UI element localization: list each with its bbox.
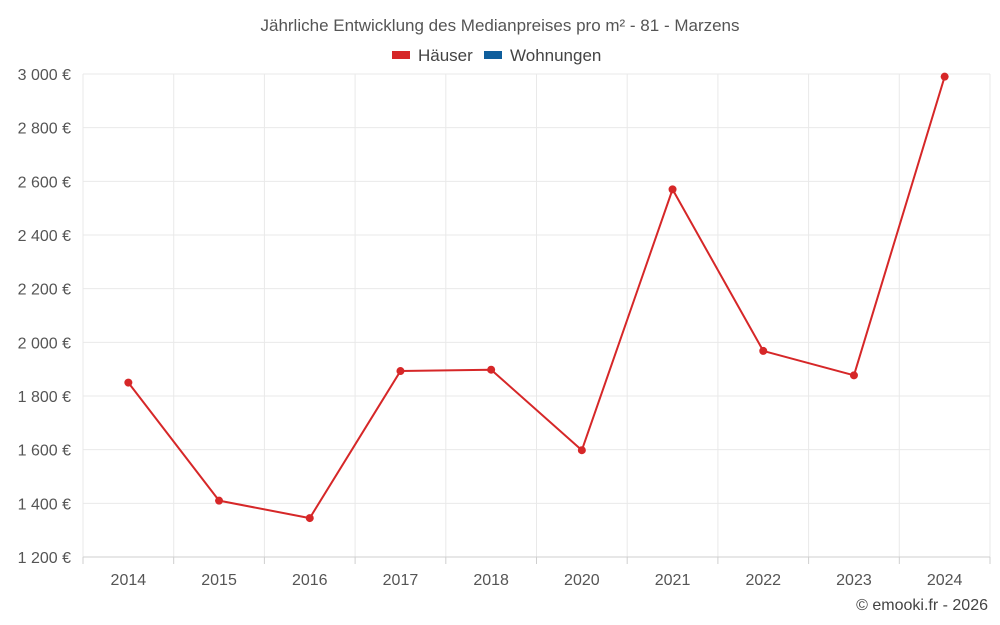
y-tick-label: 2 800 € — [18, 121, 71, 138]
y-tick-label: 2 400 € — [18, 228, 71, 245]
x-tick-label: 2021 — [655, 572, 691, 589]
x-tick-label: 2020 — [564, 572, 600, 589]
y-tick-label: 3 000 € — [18, 67, 71, 84]
data-point[interactable] — [396, 367, 405, 376]
y-tick-label: 1 600 € — [18, 443, 71, 460]
legend-item-houses[interactable]: Häuser — [392, 46, 473, 65]
x-axis: 2014 2015 2016 2017 2018 2020 2021 2022 2023 2024 — [82, 556, 991, 589]
x-tick-label: 2015 — [201, 572, 237, 589]
y-tick-label: 1 400 € — [18, 496, 71, 513]
y-tick-label: 1 800 € — [18, 389, 71, 406]
data-point[interactable] — [759, 346, 768, 355]
legend-label-houses: Häuser — [418, 46, 473, 65]
y-tick-label: 2 200 € — [18, 282, 71, 299]
x-tick-label: 2014 — [111, 572, 147, 589]
series-line-0 — [127, 76, 946, 520]
legend-swatch-houses — [392, 51, 410, 59]
y-tick-label: 2 000 € — [18, 335, 71, 352]
legend: Häuser Wohnungen — [392, 46, 601, 65]
data-point[interactable] — [849, 371, 858, 380]
data-point[interactable] — [124, 378, 133, 387]
x-tick-label: 2018 — [473, 572, 509, 589]
data-point[interactable] — [305, 514, 314, 523]
x-tick-label: 2017 — [383, 572, 419, 589]
data-point[interactable] — [668, 185, 677, 194]
legend-label-apartments: Wohnungen — [510, 46, 601, 65]
y-axis: 1 200 € 1 400 € 1 600 € 1 800 € 2 000 € 2 200… — [18, 67, 71, 567]
x-tick-label: 2016 — [292, 572, 328, 589]
series-houses — [124, 72, 949, 523]
y-tick-label: 2 600 € — [18, 174, 71, 191]
chart-title: Jährliche Entwicklung des Medianpreises … — [260, 16, 739, 35]
data-point[interactable] — [487, 365, 496, 374]
legend-swatch-apartments — [484, 51, 502, 59]
y-tick-label: 1 200 € — [18, 550, 71, 567]
grid — [82, 73, 991, 557]
legend-item-apartments[interactable]: Wohnungen — [484, 46, 601, 65]
x-tick-label: 2022 — [745, 572, 781, 589]
x-tick-label: 2024 — [927, 572, 963, 589]
data-point[interactable] — [940, 72, 949, 81]
x-tick-label: 2023 — [836, 572, 872, 589]
data-point[interactable] — [215, 496, 224, 505]
credit-text: © emooki.fr - 2026 — [856, 597, 988, 614]
data-point[interactable] — [577, 446, 586, 455]
